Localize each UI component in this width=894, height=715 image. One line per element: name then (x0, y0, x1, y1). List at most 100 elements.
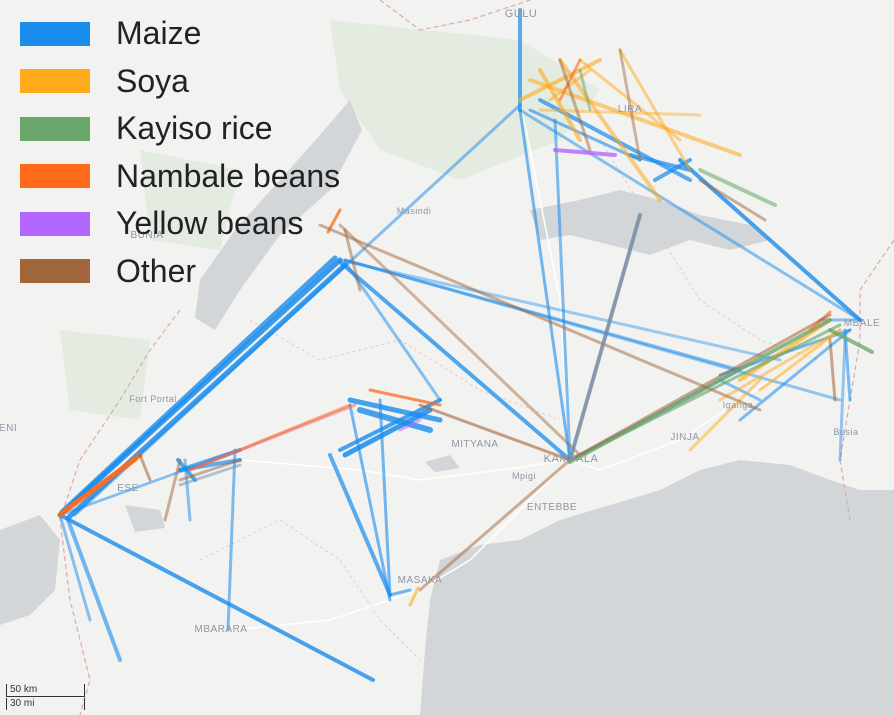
scale-km: 50 km (6, 684, 85, 697)
flow-line (548, 68, 592, 102)
region-border (599, 139, 821, 361)
flow-line (558, 58, 662, 202)
road-line (519, 99, 831, 471)
region-border (199, 519, 421, 661)
flow-line (398, 418, 422, 432)
flow-line (58, 513, 92, 622)
flow-line (163, 458, 182, 522)
park-area (330, 20, 600, 180)
flow-line (538, 108, 702, 117)
flow-line (226, 448, 237, 632)
flow-line (388, 588, 412, 597)
flow-line (178, 458, 242, 482)
place-label: JINJA (670, 432, 699, 443)
place-label: KAMPALA (544, 453, 599, 465)
place-label: Busia (833, 427, 858, 437)
flow-line (347, 397, 443, 423)
flow-line (357, 407, 433, 433)
place-label: Mpigi (512, 471, 536, 481)
flow-line (573, 323, 842, 460)
flow-line (518, 108, 862, 322)
flow-line (338, 260, 572, 462)
scale-mi: 30 mi (6, 698, 85, 710)
legend-item[interactable]: Yellow beans (20, 200, 340, 248)
legend-swatch (20, 164, 90, 189)
place-label: MBALE (844, 318, 880, 329)
flow-line (338, 223, 582, 457)
flow-line (843, 328, 852, 402)
place-label: LIRA (618, 104, 642, 115)
road-line (229, 459, 571, 631)
trade-flows (57, 8, 874, 682)
flow-line (60, 458, 137, 514)
legend-label: Kayiso rice (116, 110, 273, 147)
lake-wamala (425, 455, 460, 472)
place-label: Fort Portal (129, 394, 177, 404)
place-label: GULU (505, 8, 538, 20)
map-legend: Maize Soya Kayiso rice Nambale beans Yellow … (20, 10, 340, 295)
region-border (249, 319, 561, 421)
flow-line (568, 313, 832, 462)
place-label: ENI (0, 423, 17, 434)
legend-label: Other (116, 252, 197, 289)
legend-swatch (20, 116, 90, 141)
flow-line (418, 458, 572, 592)
flow-line (653, 158, 692, 182)
flow-line (538, 68, 582, 142)
legend-item[interactable]: Soya (20, 58, 340, 106)
flow-line (828, 338, 837, 402)
legend-item[interactable]: Nambale beans (20, 153, 340, 201)
flow-line (318, 223, 762, 412)
legend-label: Nambale beans (116, 157, 341, 194)
flow-line (558, 58, 582, 102)
flow-line (66, 518, 122, 662)
legend-label: Maize (116, 15, 202, 52)
legend-swatch (20, 69, 90, 94)
flow-line (343, 260, 442, 402)
flow-line (718, 328, 842, 402)
lake-edward (0, 515, 60, 625)
flow-line (838, 338, 847, 462)
flow-line (73, 103, 522, 517)
place-label: Iganga (723, 400, 754, 410)
flow-line (368, 388, 442, 407)
lake-george (125, 505, 165, 532)
flow-line (758, 328, 842, 392)
flow-line (828, 328, 874, 354)
legend-item[interactable]: Kayiso rice (20, 105, 340, 153)
flow-line (338, 258, 782, 362)
flow-line (698, 168, 777, 207)
scale-bar: 50 km 30 mi (6, 684, 85, 712)
flow-line (558, 58, 592, 152)
flow-line (518, 108, 572, 462)
flow-line (618, 48, 692, 172)
flow-line (343, 228, 362, 292)
country-border (839, 239, 894, 521)
legend-item[interactable]: Other (20, 248, 340, 296)
place-labels: GULU LIRA BUNIA Masindi MBALE Fort Portal MITY… (0, 8, 880, 635)
place-label: BUNIA (130, 230, 163, 241)
place-label: MASAKA (398, 575, 443, 586)
place-label: ESE (117, 483, 139, 494)
lake-albert (195, 100, 362, 330)
flow-line (418, 403, 572, 462)
flow-line (408, 586, 420, 607)
legend-swatch (20, 21, 90, 46)
flow-line (178, 463, 242, 487)
flow-line (553, 118, 572, 462)
place-label: MITYANA (451, 439, 498, 450)
flow-line (328, 453, 392, 597)
flow-line (138, 453, 152, 482)
place-label: Masindi (397, 206, 432, 216)
flow-line (378, 398, 392, 597)
legend-item[interactable]: Maize (20, 10, 340, 58)
lake-kyoga (530, 190, 770, 255)
country-border (59, 309, 181, 715)
flow-line (688, 378, 762, 452)
flow-line (578, 68, 592, 112)
country-border (379, 0, 531, 31)
place-label: ENTEBBE (527, 502, 577, 513)
